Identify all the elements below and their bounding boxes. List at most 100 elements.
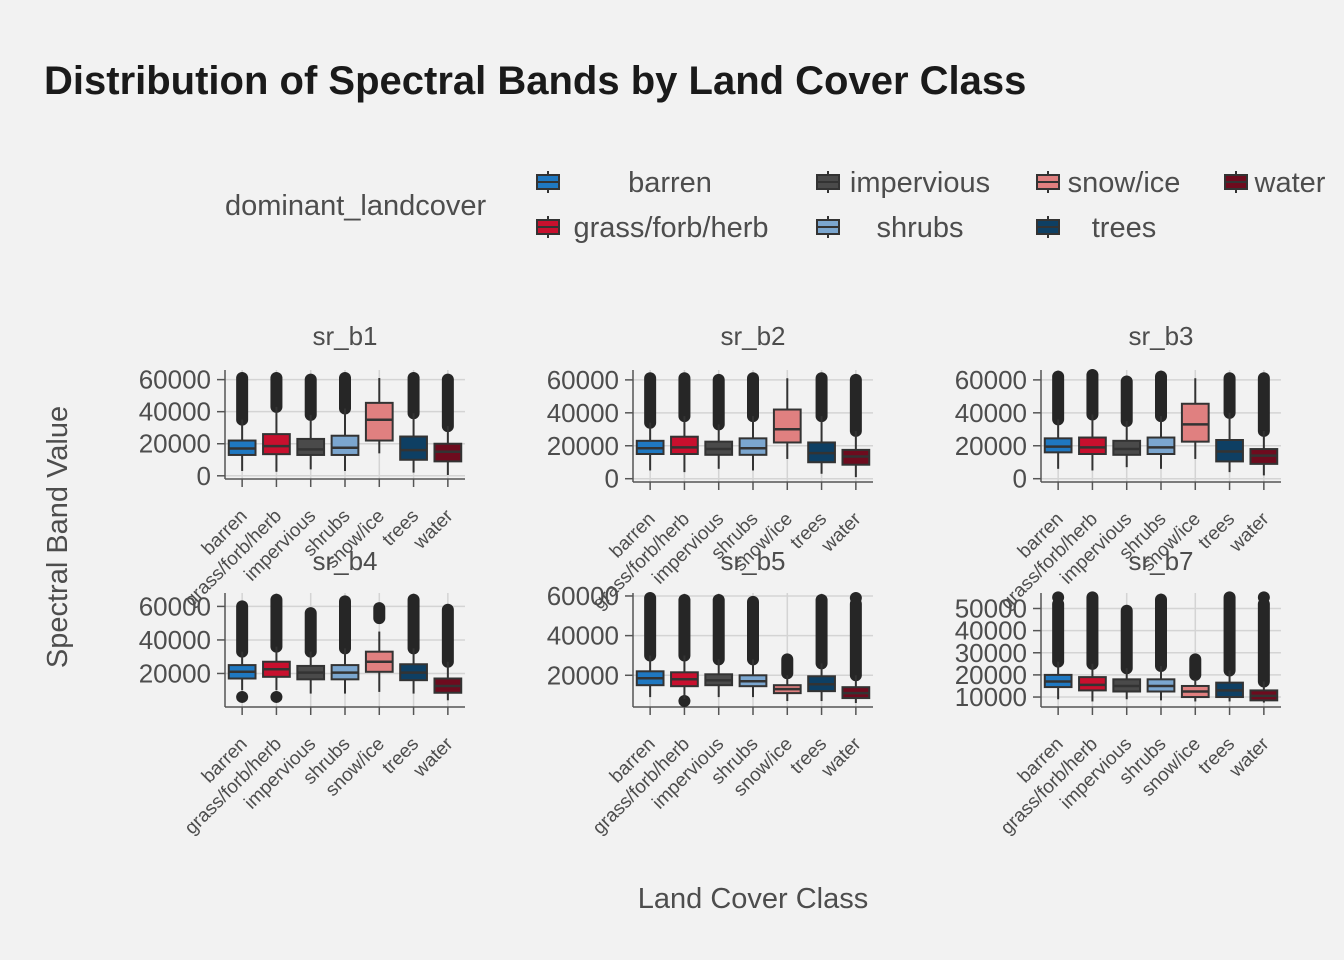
iqr-box xyxy=(330,434,360,456)
box-shrubs xyxy=(738,372,768,471)
x-tick-label: water xyxy=(409,505,458,554)
legend-label-snow-ice: snow/ice xyxy=(1068,167,1181,199)
box-barren xyxy=(1043,591,1073,700)
x-tick-label: water xyxy=(1225,733,1274,782)
y-tick-label: 60000 xyxy=(139,591,211,621)
box-trees xyxy=(1215,372,1244,473)
legend-label-barren: barren xyxy=(628,167,712,199)
outlier-points xyxy=(849,597,862,682)
iqr-box xyxy=(1146,436,1176,456)
box-impervious xyxy=(1112,375,1142,468)
outlier-points xyxy=(407,372,420,420)
x-tick-label: water xyxy=(817,508,866,557)
outlier-points xyxy=(1155,370,1167,423)
box-grass-forb-herb xyxy=(1078,368,1107,471)
box-snow-ice xyxy=(364,378,394,454)
y-tick-label: 20000 xyxy=(955,431,1027,461)
legend-title: dominant_landcover xyxy=(225,190,487,222)
panel-sr_b1: sr_b10200004000060000barrengrass/forb/he… xyxy=(139,321,465,611)
box-barren xyxy=(227,372,257,471)
panel-sr_b3: sr_b30200004000060000barrengrass/forb/he… xyxy=(955,321,1281,614)
outlier-points xyxy=(236,372,249,426)
y-tick-label: 40000 xyxy=(139,397,211,427)
box-water xyxy=(433,603,463,701)
y-axis-title: Spectral Band Value xyxy=(42,406,74,668)
box-grass-forb-herb xyxy=(262,593,291,703)
outlier-points xyxy=(1086,591,1099,670)
box-impervious xyxy=(296,373,326,470)
outlier-points xyxy=(678,372,691,423)
panel-strip-label: sr_b4 xyxy=(312,546,377,576)
legend-item-barren: barren xyxy=(536,167,712,199)
outlier-points xyxy=(1155,593,1167,673)
box-grass-forb-herb xyxy=(262,372,291,472)
outlier-points xyxy=(712,373,725,431)
outlier-points xyxy=(339,595,351,655)
box-trees xyxy=(399,372,428,473)
outlier-points xyxy=(441,603,454,668)
y-tick-label: 40000 xyxy=(955,398,1027,428)
box-shrubs xyxy=(738,595,768,698)
outlier-points xyxy=(678,593,691,662)
legend-item-trees: trees xyxy=(1036,212,1156,244)
box-impervious xyxy=(296,607,326,694)
chart-title: Distribution of Spectral Bands by Land C… xyxy=(44,59,1026,103)
facet-panels: sr_b10200004000060000barrengrass/forb/he… xyxy=(139,321,1281,839)
box-barren xyxy=(1043,370,1073,469)
iqr-box xyxy=(1180,402,1210,443)
legend-item-snow-ice: snow/ice xyxy=(1036,167,1181,199)
outlier-points xyxy=(304,607,317,658)
box-snow-ice xyxy=(1180,378,1210,459)
box-shrubs xyxy=(1146,593,1176,701)
legend-label-grass-forb-herb: grass/forb/herb xyxy=(573,212,768,244)
outlier-points xyxy=(1223,372,1236,419)
legend: dominant_landcover barren impervious snow/… xyxy=(225,167,1326,244)
outlier-points xyxy=(407,593,420,655)
outlier-points xyxy=(747,595,759,666)
box-grass-forb-herb xyxy=(670,593,699,708)
panel-strip-label: sr_b1 xyxy=(312,321,377,351)
y-tick-label: 20000 xyxy=(139,429,211,459)
outlier-points xyxy=(1086,368,1099,421)
y-tick-label: 60000 xyxy=(547,581,619,611)
box-barren xyxy=(635,591,665,698)
panel-strip-label: sr_b7 xyxy=(1128,546,1193,576)
outlier-points xyxy=(815,372,828,423)
iqr-box xyxy=(772,408,802,444)
legend-item-grass-forb-herb: grass/forb/herb xyxy=(536,212,769,244)
outlier-points xyxy=(236,600,249,658)
box-snow-ice xyxy=(772,378,802,459)
box-grass-forb-herb xyxy=(670,372,699,473)
outlier-points xyxy=(1223,591,1236,677)
y-tick-label: 20000 xyxy=(547,660,619,690)
y-tick-label: 40000 xyxy=(547,398,619,428)
box-shrubs xyxy=(330,372,360,471)
box-shrubs xyxy=(1146,370,1176,469)
x-tick-label: water xyxy=(817,733,866,782)
outlier-points xyxy=(644,372,657,429)
outlier-points xyxy=(1120,604,1133,675)
y-tick-label: 40000 xyxy=(139,625,211,655)
legend-label-trees: trees xyxy=(1092,212,1156,244)
outlier-point xyxy=(849,591,862,604)
outlier-points xyxy=(712,593,725,666)
box-barren xyxy=(227,600,257,703)
outlier-point xyxy=(1052,591,1065,604)
box-trees xyxy=(807,372,836,474)
y-tick-label: 0 xyxy=(197,461,211,491)
legend-label-water: water xyxy=(1254,167,1326,199)
box-water xyxy=(841,591,871,704)
panel-strip-label: sr_b5 xyxy=(720,546,785,576)
iqr-box xyxy=(364,401,394,442)
y-tick-label: 40000 xyxy=(955,616,1027,646)
legend-label-shrubs: shrubs xyxy=(876,212,963,244)
y-tick-label: 50000 xyxy=(955,593,1027,623)
y-tick-label: 20000 xyxy=(139,658,211,688)
panel-sr_b2: sr_b20200004000060000barrengrass/forb/he… xyxy=(547,321,873,614)
legend-item-shrubs: shrubs xyxy=(816,212,964,244)
box-water xyxy=(433,373,463,475)
outlier-points xyxy=(339,372,351,415)
iqr-box xyxy=(262,433,291,456)
outlier-points xyxy=(270,593,283,653)
